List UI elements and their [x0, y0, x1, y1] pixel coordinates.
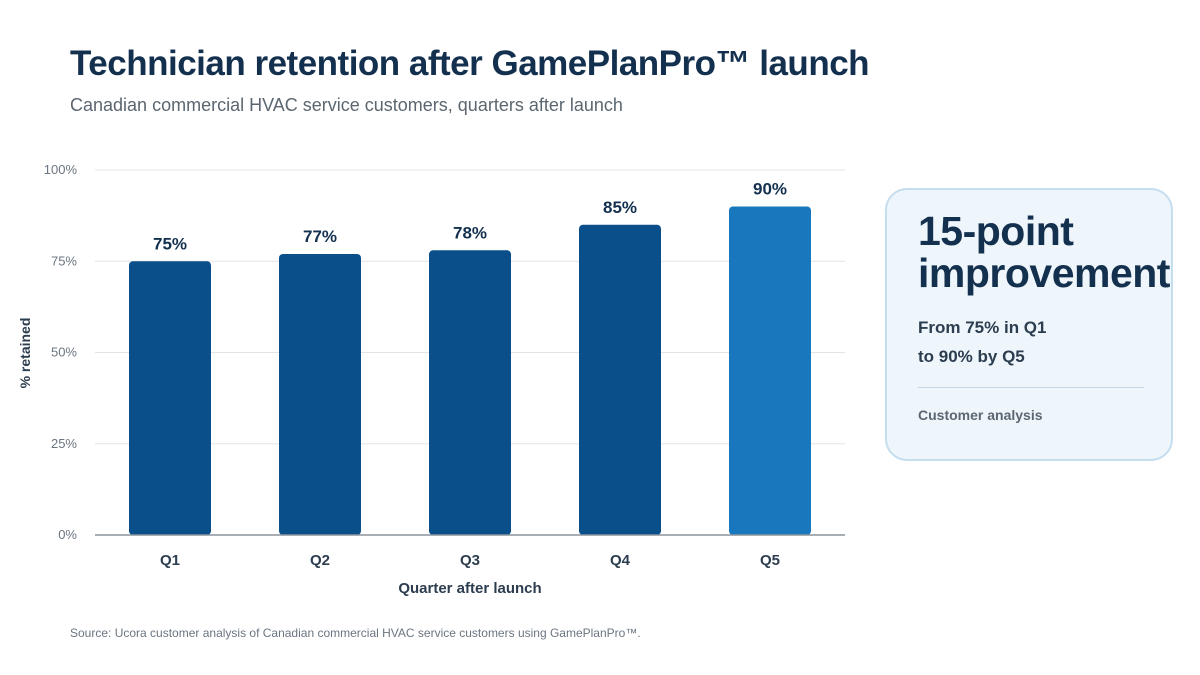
- chart-subtitle: Canadian commercial HVAC service custome…: [70, 95, 623, 115]
- callout-line-1: From 75% in Q1: [918, 318, 1047, 337]
- y-axis-label: % retained: [17, 318, 33, 389]
- data-label: 85%: [603, 198, 637, 217]
- data-label: 77%: [303, 227, 337, 246]
- y-tick-label: 100%: [44, 162, 78, 177]
- x-axis-label: Quarter after launch: [398, 580, 541, 597]
- callout-line-2: to 90% by Q5: [918, 347, 1025, 366]
- bar-q5: [729, 206, 811, 535]
- x-tick-label: Q4: [610, 552, 631, 569]
- callout-divider: [918, 387, 1144, 388]
- x-tick-label: Q2: [310, 552, 330, 569]
- bar-chart: 0% 25% 50% 75% 100% 75% Q1 77% Q2 78% Q3 85% Q4 90% Q5…: [17, 162, 845, 597]
- x-tick-label: Q1: [160, 552, 180, 569]
- bar-q2: [279, 253, 361, 535]
- y-tick-label: 75%: [51, 253, 77, 268]
- y-tick-label: 50%: [51, 345, 77, 360]
- data-label: 75%: [153, 234, 187, 253]
- bar-q1: [129, 261, 211, 535]
- x-tick-label: Q5: [760, 552, 780, 569]
- bar-q3: [429, 250, 511, 536]
- improvement-callout: 15-point improvement From 75% in Q1 to 9…: [885, 188, 1173, 461]
- callout-headline: 15-point improvement: [918, 208, 1170, 296]
- bar-q4: [579, 224, 661, 535]
- x-tick-label: Q3: [460, 552, 480, 569]
- y-tick-label: 0%: [58, 527, 77, 542]
- callout-note: Customer analysis: [918, 407, 1043, 423]
- data-label: 90%: [753, 180, 787, 199]
- chart-title: Technician retention after GamePlanPro™ …: [70, 44, 870, 83]
- data-label: 78%: [453, 223, 487, 242]
- source-note: Source: Ucora customer analysis of Canad…: [70, 626, 641, 640]
- y-tick-label: 25%: [51, 436, 77, 451]
